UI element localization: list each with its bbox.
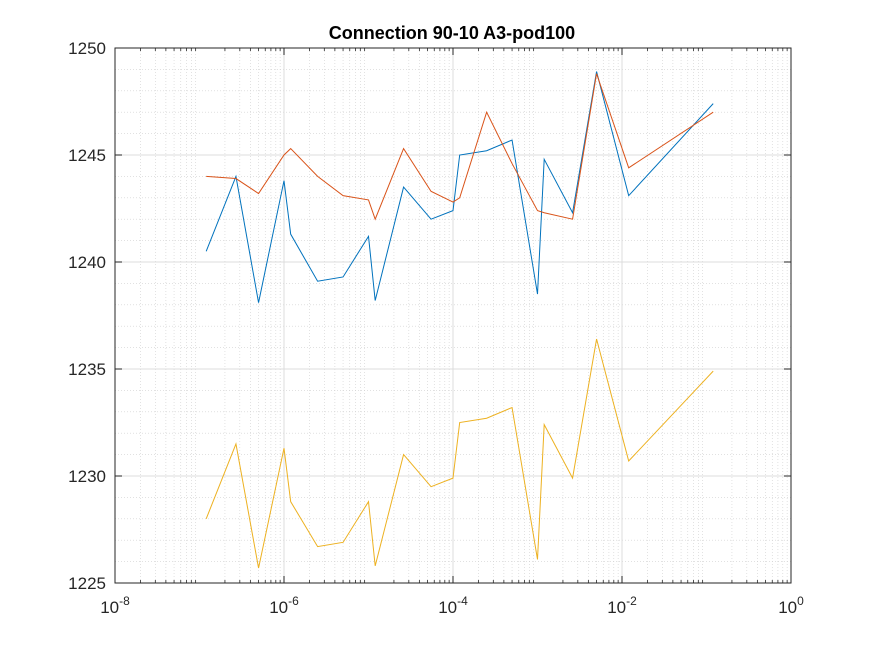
minor-grid bbox=[115, 48, 791, 583]
x-axis-tick-labels: 10-8 10-6 10-4 10-2 100 bbox=[100, 594, 804, 617]
y-axis-tick-labels: 1225 1230 1235 1240 1245 1250 bbox=[68, 39, 106, 593]
y-tick-label: 1250 bbox=[68, 39, 106, 58]
series-line-2 bbox=[206, 73, 714, 221]
y-tick-label: 1245 bbox=[68, 146, 106, 165]
x-tick-label: 100 bbox=[778, 594, 804, 617]
ticks-layer bbox=[114, 47, 792, 584]
y-tick-label: 1240 bbox=[68, 253, 106, 272]
x-tick-label: 10-4 bbox=[438, 594, 468, 617]
series-line-3 bbox=[205, 338, 714, 569]
y-tick-label: 1225 bbox=[68, 574, 106, 593]
series-line-1 bbox=[205, 71, 714, 303]
y-tick-label: 1235 bbox=[68, 360, 106, 379]
x-tick-label: 10-8 bbox=[100, 594, 130, 617]
y-tick-label: 1230 bbox=[68, 467, 106, 486]
plot-area bbox=[114, 47, 792, 584]
x-tick-label: 10-6 bbox=[269, 594, 299, 617]
series-layer bbox=[205, 71, 714, 569]
chart-title: Connection 90-10 A3-pod100 bbox=[329, 23, 575, 43]
x-tick-label: 10-2 bbox=[607, 594, 637, 617]
major-grid bbox=[115, 48, 791, 583]
